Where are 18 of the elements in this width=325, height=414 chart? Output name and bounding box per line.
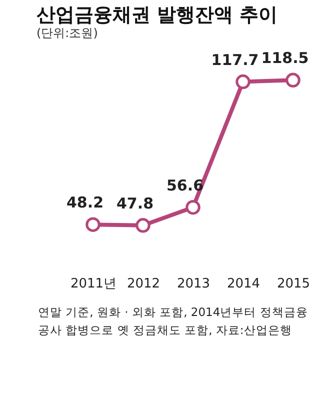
- text: 연말 기준, 원화 · 외화 포함, 2014년부터 정책금융: [38, 305, 308, 319]
- text: 공사 합병으로 옛 정금채도 포함, 자료:산업은행: [38, 323, 292, 337]
- x-tick-label: 2014: [226, 276, 260, 292]
- point: [86, 217, 100, 232]
- point: [186, 200, 200, 215]
- chart-subtitle: (단위:조원): [36, 26, 98, 40]
- x-tick-label: 2011년: [70, 276, 117, 292]
- data-label: 118.5: [261, 49, 309, 68]
- point: [136, 218, 150, 233]
- data-label: 48.2: [66, 194, 104, 212]
- x-tick-label: 2015: [276, 276, 310, 292]
- data-label: 47.8: [116, 194, 154, 212]
- point: [286, 72, 300, 88]
- point: [236, 74, 250, 90]
- chart-title: 산업금융채권 발행잔액 추이: [36, 4, 278, 26]
- data-label: 117.7: [211, 50, 259, 69]
- x-tick-label: 2013: [176, 276, 210, 292]
- x-tick-label: 2012: [126, 276, 160, 292]
